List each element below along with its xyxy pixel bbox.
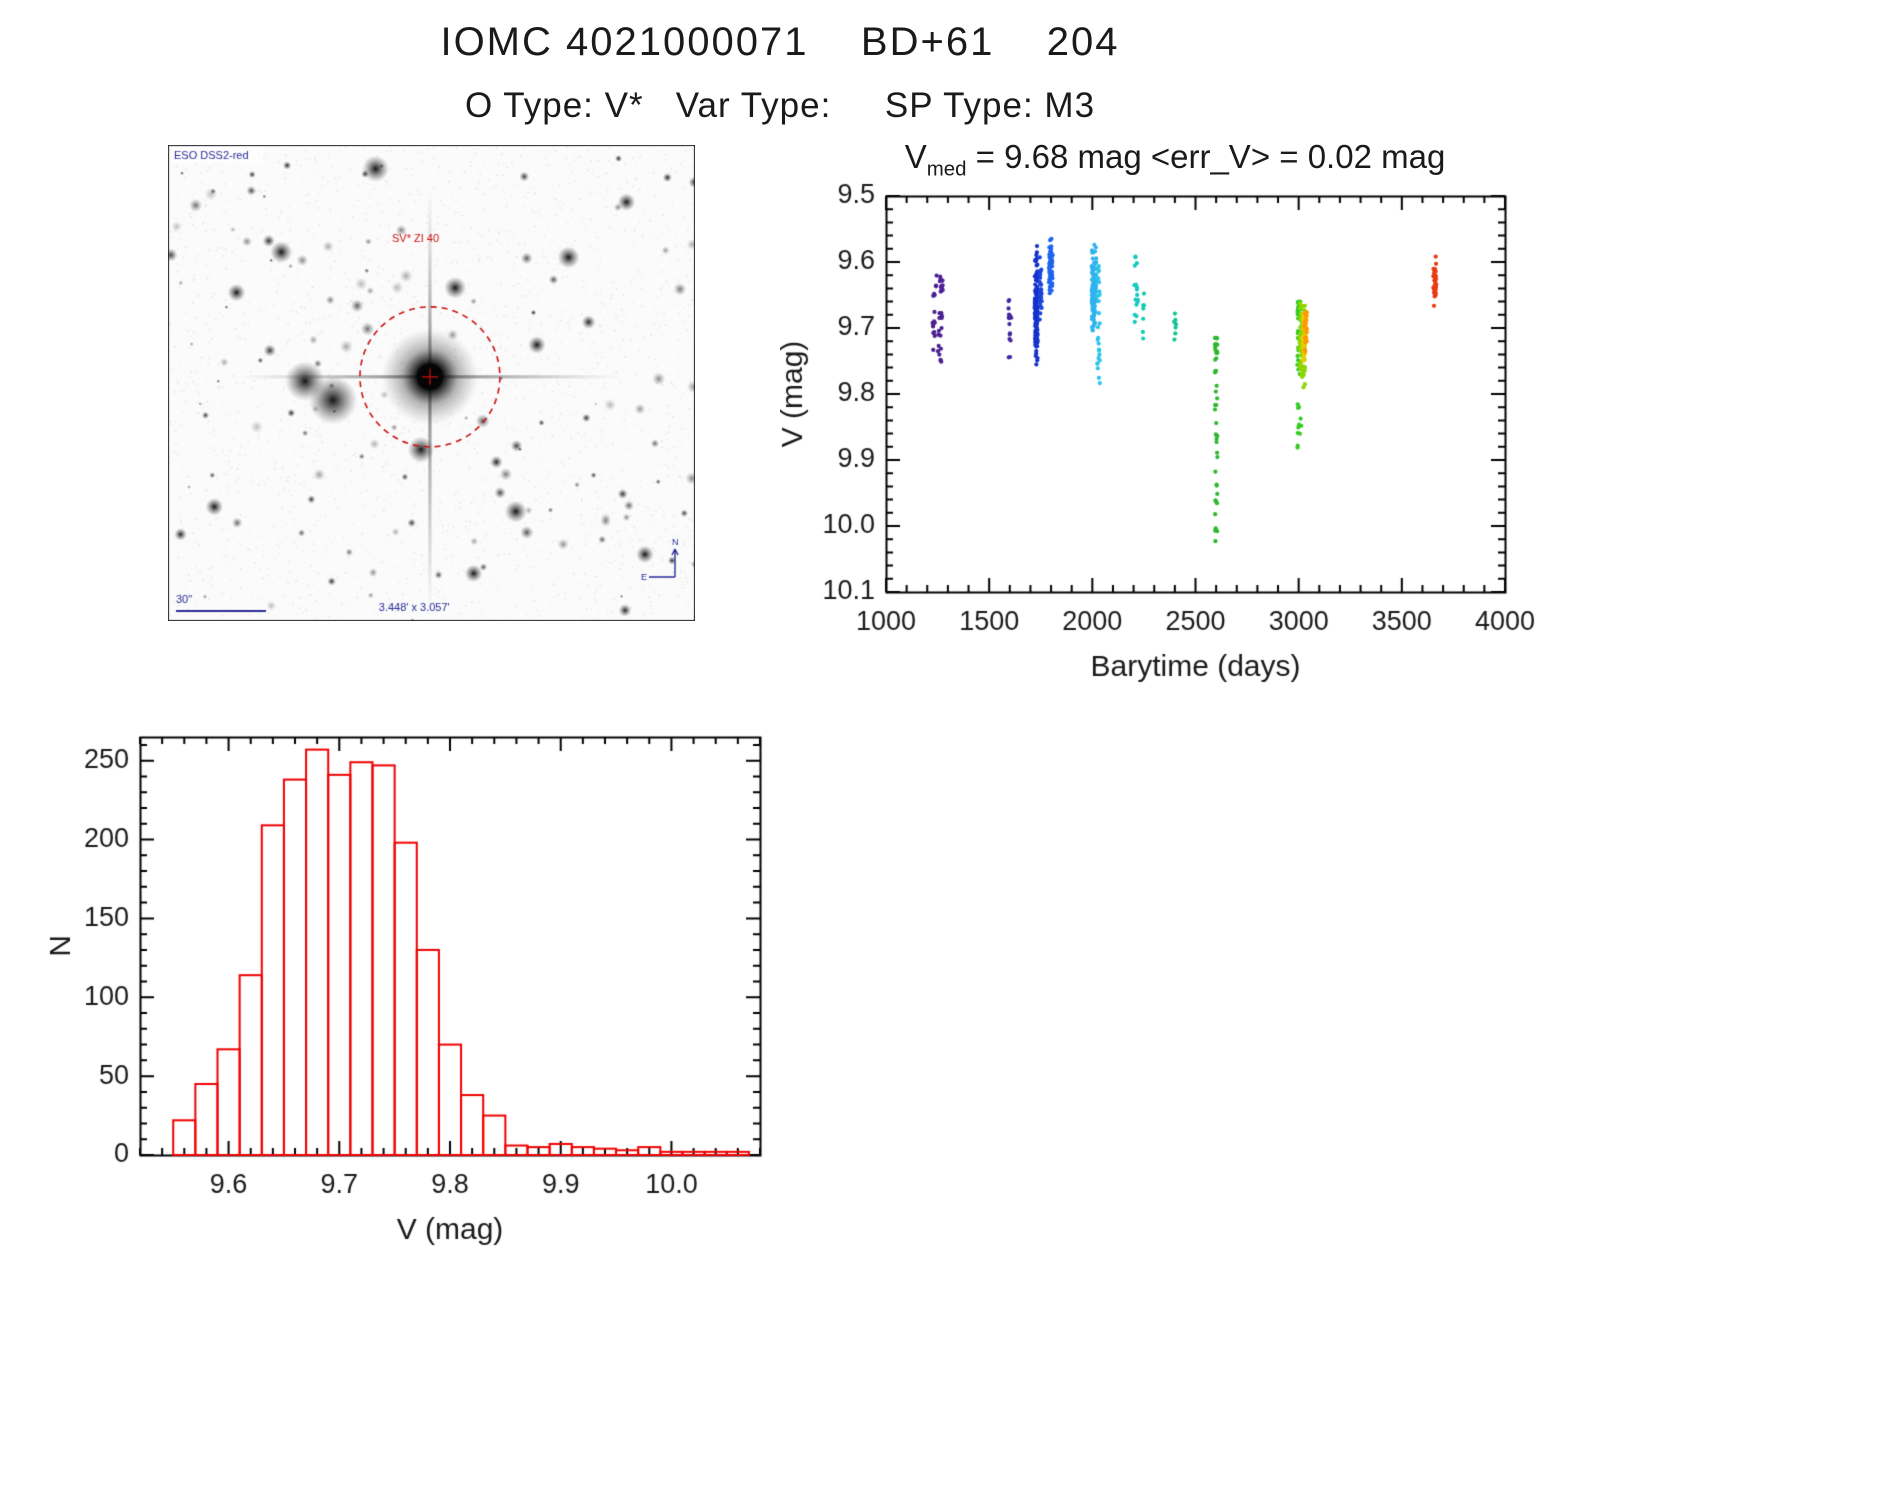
histogram-canvas — [40, 718, 820, 1278]
lightcurve-canvas — [780, 178, 1560, 690]
finder-chart-panel — [168, 145, 695, 621]
finder-chart-image — [168, 145, 695, 621]
lightcurve-panel — [780, 178, 1560, 690]
vmed-subscript: med — [926, 157, 967, 181]
lightcurve-title: Vmed = 9.68 mag <err_V> = 0.02 mag — [780, 138, 1570, 182]
histogram-panel — [40, 718, 820, 1278]
page-subtitle: O Type: V* Var Type: SP Type: M3 — [464, 86, 1096, 125]
vmed-symbol: V — [904, 138, 927, 175]
vmed-value-text: = 9.68 mag <err_V> = 0.02 mag — [966, 138, 1446, 175]
page-title: IOMC 4021000071 BD+61 204 — [440, 20, 1120, 64]
